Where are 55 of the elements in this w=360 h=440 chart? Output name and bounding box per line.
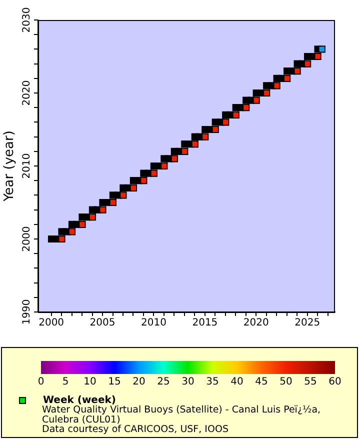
- point: [212, 126, 219, 134]
- color-bar-label: 20: [132, 376, 146, 388]
- x-tick-label: 2020: [243, 318, 269, 329]
- color-bar-label: 15: [108, 376, 121, 388]
- y-tick-label: 2020: [22, 80, 33, 106]
- x-tick-label: 2025: [294, 318, 320, 329]
- point: [314, 52, 322, 60]
- point: [304, 60, 312, 68]
- color-bar-label: 5: [62, 376, 69, 388]
- color-bar-label: 40: [230, 376, 244, 388]
- point: [284, 74, 291, 82]
- x-tick-label: 2005: [90, 318, 116, 329]
- point: [120, 192, 127, 199]
- x-tick-label: 2010: [141, 318, 166, 329]
- color-bar-label: 10: [84, 376, 96, 388]
- point: [222, 118, 230, 126]
- point: [202, 133, 209, 140]
- y-tick-label: 2000: [22, 226, 33, 252]
- point: [160, 162, 168, 170]
- color-bar-label: 30: [182, 376, 194, 388]
- point: [263, 89, 270, 97]
- point: [232, 111, 240, 118]
- color-bar-label: 45: [255, 376, 268, 388]
- point: [58, 235, 66, 243]
- point: [252, 96, 260, 104]
- text: Data courtesy of CARICOOS, USF, IOOS: [42, 424, 228, 436]
- y-tick-label: 1990: [22, 299, 33, 325]
- point: [170, 155, 178, 162]
- point: [88, 214, 96, 221]
- y-tick-label: 2010: [22, 153, 33, 179]
- point: [150, 170, 158, 177]
- x-tick-label: 2015: [192, 318, 218, 329]
- point: [191, 140, 198, 148]
- point: [68, 228, 76, 236]
- point: [318, 46, 326, 53]
- point: [242, 104, 250, 112]
- point: [78, 220, 86, 228]
- point: [99, 206, 106, 214]
- point: [294, 68, 301, 75]
- text: Water Quality Virtual Buoys (Satellite) - Canal Luis Peï¿½a, Culebra (CUL01): [42, 404, 321, 426]
- point: [109, 198, 117, 206]
- point: [130, 184, 137, 192]
- point: [140, 177, 148, 184]
- y-axis-title: Year (year): [2, 130, 17, 202]
- color-bar-label: 50: [280, 376, 292, 388]
- point: [273, 82, 280, 90]
- color-bar-title: Week (week): [43, 395, 116, 406]
- color-bar-label: 35: [206, 376, 219, 388]
- color-bar-label: 60: [328, 376, 342, 388]
- color-bar-label: 55: [304, 376, 317, 388]
- x-tick-label: 2000: [38, 318, 64, 329]
- color-bar-label: 0: [38, 376, 44, 388]
- point: [181, 148, 188, 155]
- y-tick-label: 2030: [22, 7, 33, 33]
- color-bar-label: 25: [157, 376, 170, 388]
